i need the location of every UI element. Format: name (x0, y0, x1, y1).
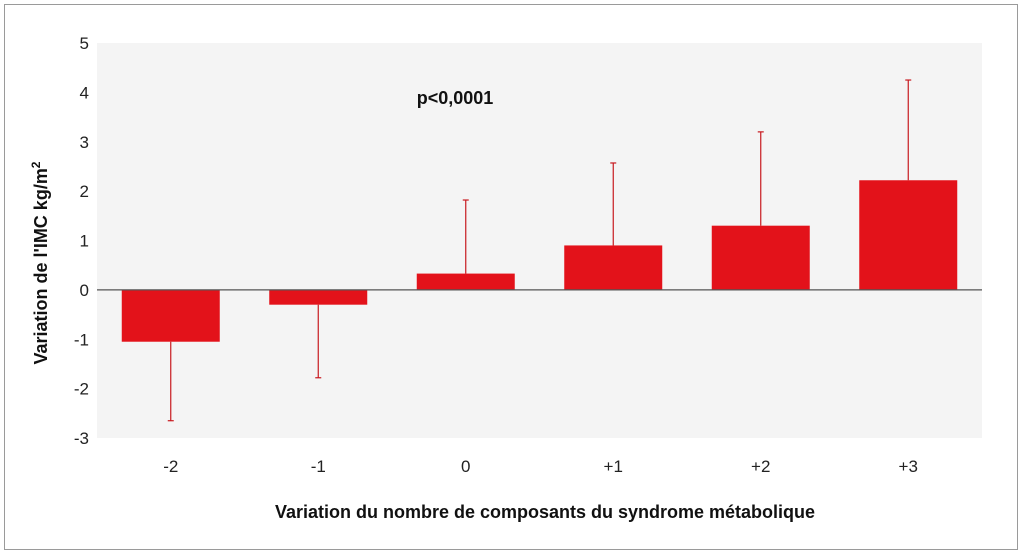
bar (269, 289, 368, 305)
plot-area (97, 43, 982, 438)
x-tick-label: +3 (899, 457, 918, 476)
y-axis-title-text: Variation de l'IMC kg/m (31, 168, 51, 364)
x-tick-label: -2 (163, 457, 178, 476)
y-tick-label: 4 (80, 83, 89, 102)
x-axis-title: Variation du nombre de composants du syn… (275, 502, 815, 522)
x-tick-label: -1 (311, 457, 326, 476)
y-axis-title-superscript: 2 (29, 161, 43, 168)
bar (711, 225, 810, 290)
y-tick-label: 5 (80, 34, 89, 53)
y-tick-label: -3 (74, 429, 89, 448)
bars (121, 180, 958, 342)
x-tick-labels: -2 -1 0 +1 +2 +3 (163, 457, 918, 476)
error-bars (167, 79, 912, 422)
y-tick-labels: 5 4 3 2 1 0 -1 -2 -3 (74, 34, 89, 448)
y-tick-label: -1 (74, 330, 89, 349)
y-tick-label: 0 (80, 281, 89, 300)
bar (859, 180, 958, 290)
y-tick-label: 3 (80, 133, 89, 152)
y-tick-label: 2 (80, 182, 89, 201)
x-tick-label: +2 (751, 457, 770, 476)
x-tick-label: 0 (461, 457, 470, 476)
bar (564, 245, 663, 290)
x-tick-label: +1 (604, 457, 623, 476)
bar (416, 273, 515, 290)
y-tick-label: 1 (80, 232, 89, 251)
y-tick-label: -2 (74, 380, 89, 399)
y-axis-title: Variation de l'IMC kg/m2 (29, 161, 51, 364)
bar (121, 289, 220, 342)
p-value-annotation: p<0,0001 (417, 88, 494, 108)
